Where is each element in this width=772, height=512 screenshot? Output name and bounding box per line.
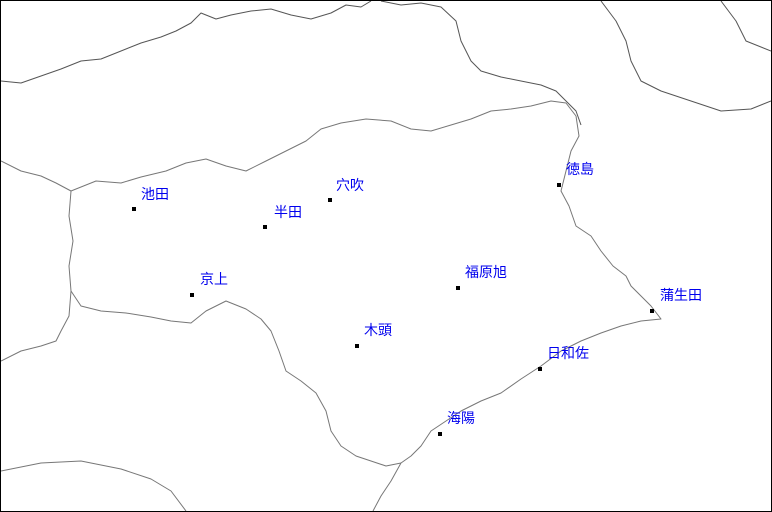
city-marker bbox=[132, 207, 136, 211]
city-label: 福原旭 bbox=[465, 265, 507, 281]
west-boundary bbox=[68, 190, 402, 467]
city-kyojo[interactable]: 京上 bbox=[190, 272, 228, 297]
city-marker bbox=[355, 344, 359, 348]
kochi-boundary bbox=[372, 462, 402, 511]
city-kaiyo[interactable]: 海陽 bbox=[438, 411, 475, 436]
ehime-boundary bbox=[1, 160, 72, 192]
city-anabuki[interactable]: 穴吹 bbox=[328, 178, 364, 202]
city-marker bbox=[456, 286, 460, 290]
city-label: 京上 bbox=[200, 272, 228, 288]
city-ikeda[interactable]: 池田 bbox=[132, 187, 169, 211]
west-inner-boundary bbox=[1, 290, 72, 362]
city-label: 半田 bbox=[274, 205, 302, 221]
city-label: 徳島 bbox=[566, 162, 594, 178]
city-label: 海陽 bbox=[447, 411, 475, 427]
city-handa[interactable]: 半田 bbox=[263, 205, 302, 229]
city-tokushima[interactable]: 徳島 bbox=[557, 162, 594, 187]
city-hiwasa[interactable]: 日和佐 bbox=[538, 346, 589, 371]
city-gamoda[interactable]: 蒲生田 bbox=[650, 288, 702, 313]
city-marker bbox=[190, 293, 194, 297]
city-marker bbox=[557, 183, 561, 187]
city-label: 池田 bbox=[141, 187, 169, 203]
city-label: 木頭 bbox=[364, 323, 392, 339]
north-coastline bbox=[1, 1, 372, 84]
south-boundary bbox=[1, 460, 187, 511]
north-coastline-2 bbox=[380, 1, 582, 126]
awaji-island bbox=[600, 1, 771, 112]
city-label: 日和佐 bbox=[547, 346, 589, 362]
honshu-coast bbox=[720, 1, 771, 52]
city-fukuhara-asahi[interactable]: 福原旭 bbox=[456, 265, 507, 290]
city-marker bbox=[650, 309, 654, 313]
city-marker bbox=[263, 225, 267, 229]
city-marker bbox=[438, 432, 442, 436]
city-marker bbox=[538, 367, 542, 371]
city-label: 蒲生田 bbox=[660, 288, 702, 304]
city-label: 穴吹 bbox=[336, 178, 364, 194]
city-kito[interactable]: 木頭 bbox=[355, 323, 392, 348]
city-marker bbox=[328, 198, 332, 202]
tokushima-boundary bbox=[70, 100, 662, 464]
